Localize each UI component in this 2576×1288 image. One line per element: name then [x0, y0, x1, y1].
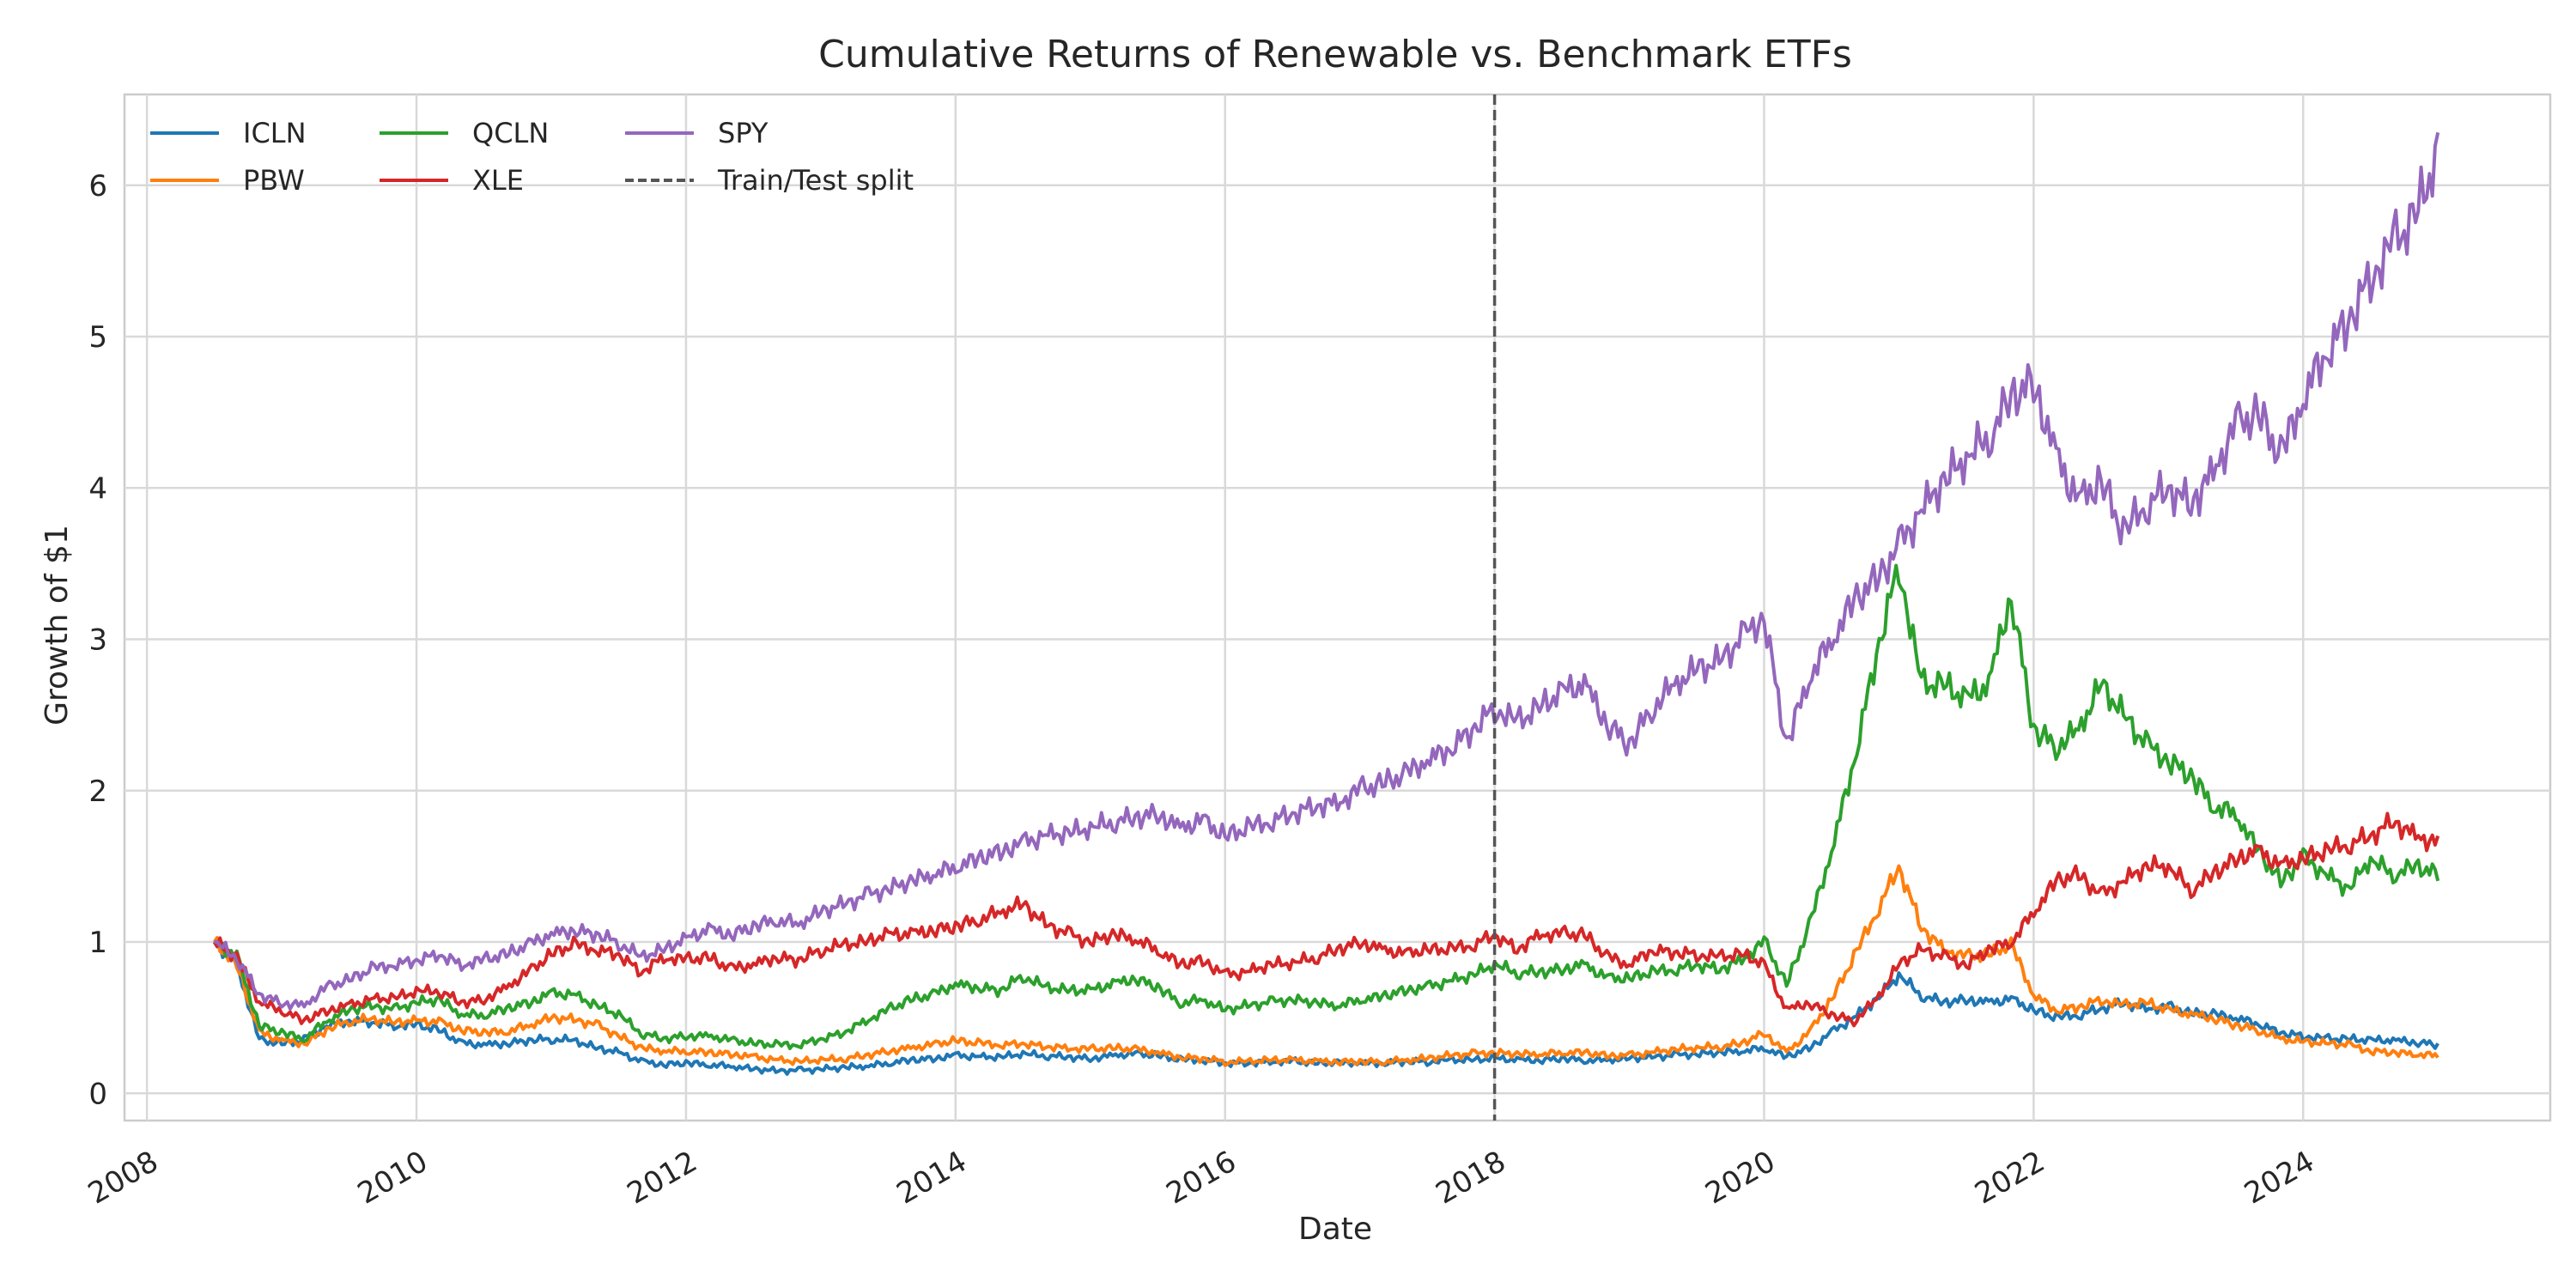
x-axis-label: Date [1298, 1212, 1372, 1247]
y-tick-label: 1 [88, 926, 107, 960]
data-series [212, 131, 2440, 1076]
y-tick-label: 5 [88, 320, 107, 355]
legend-label: QCLN [472, 117, 549, 149]
legend-label: Train/Test split [717, 164, 914, 197]
legend-label: XLE [472, 164, 524, 197]
legend-label: SPY [718, 117, 769, 149]
y-tick-label: 6 [88, 169, 107, 204]
series-line-pbw [212, 864, 2439, 1067]
y-axis-label: Growth of $1 [39, 525, 75, 726]
series-line-qcln [214, 563, 2440, 1050]
series-line-icln [212, 940, 2439, 1076]
series-line-xle [212, 811, 2440, 1028]
plot-area [123, 93, 2552, 1122]
legend: ICLN PBW QCLN XLE SPY Train/Test split [150, 117, 914, 197]
legend-label: PBW [243, 164, 305, 197]
y-tick-label: 2 [88, 775, 107, 809]
chart-title: Cumulative Returns of Renewable vs. Benc… [818, 33, 1852, 76]
y-tick-label: 4 [88, 471, 107, 506]
series-line-spy [214, 131, 2440, 1011]
grid-lines [125, 94, 2550, 1121]
y-tick-label: 0 [88, 1077, 107, 1111]
y-tick-label: 3 [88, 623, 107, 658]
legend-label: ICLN [243, 117, 307, 149]
